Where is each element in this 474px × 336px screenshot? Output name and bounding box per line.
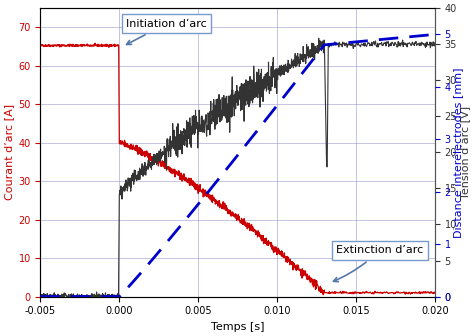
Text: Extinction d’arc: Extinction d’arc [333, 245, 423, 282]
X-axis label: Temps [s]: Temps [s] [211, 322, 264, 332]
Text: Initiation d’arc: Initiation d’arc [126, 18, 207, 44]
Y-axis label: Courant d’arc [A]: Courant d’arc [A] [4, 104, 14, 200]
Y-axis label: Distance interélectrodes [mm]: Distance interélectrodes [mm] [454, 67, 464, 238]
Y-axis label: Tension d’arc [V]: Tension d’arc [V] [460, 106, 470, 199]
